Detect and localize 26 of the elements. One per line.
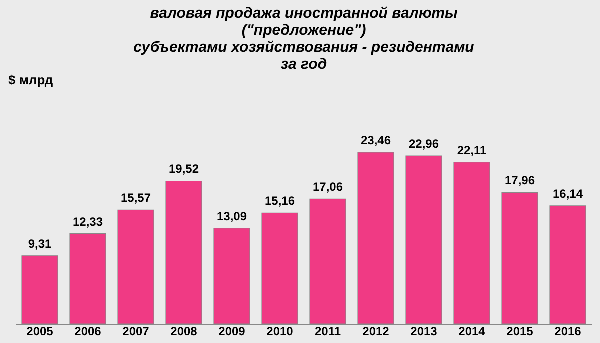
data-label: 15,16	[264, 194, 296, 208]
data-label: 9,31	[28, 236, 52, 251]
y-axis-title: $ млрд	[8, 72, 54, 88]
data-label: 15,57	[120, 191, 152, 206]
x-tick-label: 2011	[314, 324, 342, 338]
x-tick-label: 2005	[26, 324, 54, 338]
data-label: 13,09	[216, 209, 248, 224]
x-tick-label: 2007	[122, 324, 150, 338]
x-tick-label: 2010	[266, 324, 294, 338]
data-label: 17,96	[504, 174, 536, 188]
data-label: 22,11	[457, 143, 488, 158]
x-tick-label: 2012	[362, 324, 390, 338]
x-tick-label: 2009	[218, 324, 246, 338]
data-label: 16,14	[552, 186, 584, 201]
data-label: 17,06	[312, 180, 344, 194]
x-tick-label: 2016	[554, 324, 582, 338]
x-tick-label: 2008	[170, 324, 198, 338]
data-label: 19,52	[168, 162, 200, 176]
x-tick-label: 2014	[458, 324, 486, 338]
x-tick-label: 2015	[506, 324, 534, 338]
data-label: 22,96	[408, 137, 440, 152]
x-tick-label: 2013	[410, 324, 438, 338]
data-label: 23,46	[360, 133, 392, 148]
x-tick-label: 2006	[74, 324, 102, 338]
data-label: 12,33	[72, 214, 104, 229]
chart-title: валовая продажа иностранной валюты ("предложение") субъектами хозяйствования - резидентами за год	[134, 5, 474, 73]
